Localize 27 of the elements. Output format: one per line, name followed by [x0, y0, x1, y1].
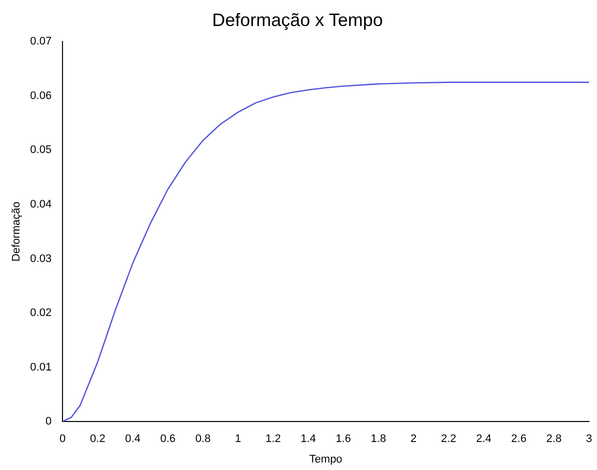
x-tick-label: 0.2	[90, 433, 106, 446]
y-tick-label: 0.07	[30, 36, 52, 48]
x-tick-label: 0.8	[195, 433, 211, 446]
y-axis-title: Deformação	[10, 202, 23, 262]
y-tick-label: 0.04	[30, 198, 52, 210]
y-tick-label: 0	[45, 416, 52, 428]
x-tick-label: 1.8	[370, 433, 386, 446]
x-tick-label: 2.6	[511, 433, 526, 446]
y-tick-label: 0.05	[30, 144, 52, 156]
y-tick-label: 0.03	[30, 252, 52, 265]
x-tick-label: 1.4	[300, 433, 316, 446]
x-tick-label: 0.6	[160, 433, 176, 446]
x-tick-label: 1	[235, 433, 242, 446]
x-axis-title: Tempo	[309, 453, 342, 466]
x-tick-label: 0	[60, 433, 66, 446]
y-tick-label: 0.01	[30, 361, 52, 374]
x-tick-label: 3	[586, 433, 592, 446]
x-tick-label: 0.4	[125, 433, 140, 446]
x-tick-label: 1.6	[336, 433, 351, 446]
chart-title: Deformação x Tempo	[212, 10, 383, 30]
x-tick-label: 2	[410, 433, 417, 446]
x-tick-label: 2.8	[546, 433, 562, 446]
y-tick-label: 0.06	[30, 90, 52, 102]
x-tick-label: 2.2	[440, 433, 456, 446]
x-tick-label: 2.4	[476, 433, 492, 446]
x-tick-label: 1.2	[266, 433, 281, 446]
y-tick-label: 0.02	[30, 307, 52, 320]
